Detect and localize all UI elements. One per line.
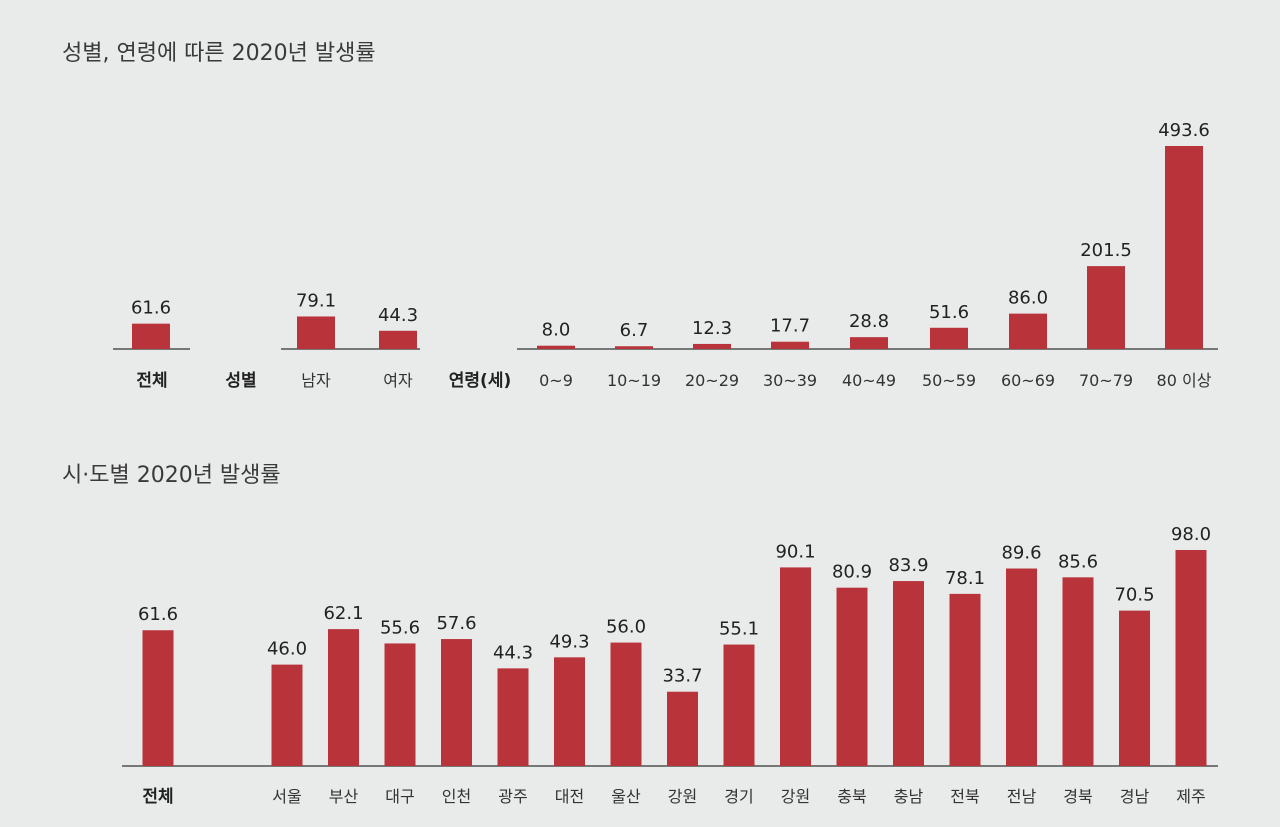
chart1-value-label-age-5: 51.6 — [929, 302, 969, 323]
chart2-bar-1 — [328, 629, 359, 766]
chart1-bar-age-7 — [1087, 266, 1125, 349]
chart2-value-label-2: 55.6 — [380, 617, 420, 638]
chart1-category-label-sex-0: 남자 — [301, 371, 331, 390]
chart2-category-label-14: 경북 — [1063, 787, 1092, 806]
chart1-bar-age-3 — [771, 341, 809, 349]
chart1-bar-age-6 — [1009, 313, 1047, 349]
chart1-value-label-age-0: 8.0 — [542, 320, 571, 341]
chart1-bar-age-8 — [1165, 146, 1203, 349]
chart2-bar-5 — [554, 657, 585, 766]
chart2-category-label-7: 강원 — [668, 787, 697, 806]
chart1-bar-age-2 — [693, 343, 731, 349]
chart1-total-label: 전체 — [136, 371, 167, 391]
chart1-bar-sex-0 — [297, 316, 335, 349]
chart1-category-label-age-1: 10~19 — [607, 371, 661, 390]
chart1-bar-age-1 — [615, 346, 653, 349]
chart1-value-label-age-3: 17.7 — [770, 316, 810, 337]
chart2-bar-15 — [1119, 610, 1150, 766]
chart1-value-label-total: 61.6 — [131, 298, 171, 319]
chart2-category-label-8: 경기 — [724, 787, 753, 806]
chart1-value-label-age-8: 493.6 — [1158, 120, 1210, 141]
chart2-bar-10 — [836, 587, 868, 766]
chart1-value-label-age-1: 6.7 — [620, 320, 649, 341]
chart1-value-label-age-2: 12.3 — [692, 318, 732, 339]
chart2-category-label-10: 충북 — [837, 787, 866, 806]
chart2-value-label-6: 56.0 — [606, 617, 646, 638]
chart1-category-label-age-4: 40~49 — [842, 371, 896, 390]
chart2-bar-3 — [441, 639, 472, 766]
chart2-bar-11 — [893, 581, 924, 766]
chart2-category-label-16: 제주 — [1176, 787, 1205, 806]
chart-marks: 61.6 79.1 남자 44.3 여자 8.0 0~9 6.7 10~19 12.3 20~29 1… — [113, 120, 1218, 806]
chart1-sex-group-label: 성별 — [225, 371, 256, 391]
chart2-value-label-10: 80.9 — [832, 562, 872, 583]
chart2-value-label-1: 62.1 — [323, 603, 363, 624]
chart1-value-label-age-4: 28.8 — [849, 311, 889, 332]
chart2-value-label-total: 61.6 — [138, 604, 178, 625]
chart1-value-label-age-7: 201.5 — [1080, 240, 1132, 261]
chart2-value-label-11: 83.9 — [888, 555, 928, 576]
chart1-age-group-label: 연령(세) — [449, 370, 511, 391]
chart1-category-label-age-5: 50~59 — [922, 371, 976, 390]
chart2-value-label-15: 70.5 — [1114, 585, 1154, 606]
chart2-value-label-0: 46.0 — [267, 639, 307, 660]
chart2-bar-2 — [384, 643, 416, 766]
chart2-category-label-0: 서울 — [272, 787, 301, 806]
chart1-title: 성별, 연령에 따른 2020년 발생률 — [62, 41, 376, 66]
chart2-bar-6 — [610, 642, 642, 766]
chart2-bar-16 — [1175, 550, 1207, 766]
chart2-value-label-9: 90.1 — [775, 541, 815, 562]
chart1-category-label-age-8: 80 이상 — [1157, 371, 1212, 390]
chart2-bar-9 — [780, 567, 811, 766]
chart2-value-label-5: 49.3 — [549, 631, 589, 652]
chart2-bar-4 — [497, 668, 529, 766]
chart1-value-label-sex-0: 79.1 — [296, 290, 336, 311]
chart2-value-label-7: 33.7 — [662, 666, 702, 687]
chart1-bar-age-5 — [930, 327, 968, 349]
chart2-category-label-2: 대구 — [385, 787, 414, 806]
chart2-bar-total — [142, 630, 174, 766]
chart2-category-label-15: 경남 — [1120, 787, 1150, 806]
chart2-value-label-13: 89.6 — [1001, 543, 1041, 564]
chart2-bar-12 — [949, 593, 981, 766]
chart2-value-label-12: 78.1 — [945, 568, 985, 589]
chart2-bar-13 — [1006, 568, 1037, 766]
chart1-bar-age-4 — [850, 337, 888, 349]
chart1-category-label-age-0: 0~9 — [539, 371, 573, 390]
chart2-bar-7 — [667, 691, 698, 766]
chart2-category-label-1: 부산 — [329, 787, 359, 806]
chart2-bar-14 — [1062, 577, 1094, 766]
chart1-category-label-age-6: 60~69 — [1001, 371, 1055, 390]
chart1-category-label-age-2: 20~29 — [685, 371, 739, 390]
chart2-category-label-3: 인천 — [442, 787, 471, 806]
chart2-bar-8 — [723, 644, 755, 766]
chart2-category-label-11: 충남 — [894, 787, 924, 806]
chart2-bar-0 — [271, 664, 303, 766]
chart1-value-label-age-6: 86.0 — [1008, 288, 1048, 309]
chart2-total-label: 전체 — [142, 787, 173, 807]
chart1-category-label-sex-1: 여자 — [383, 371, 413, 390]
chart2-title: 시·도별 2020년 발생률 — [62, 463, 281, 488]
chart2-category-label-13: 전남 — [1007, 787, 1037, 806]
chart1-category-label-age-7: 70~79 — [1079, 371, 1133, 390]
chart2-value-label-3: 57.6 — [436, 613, 476, 634]
chart2-category-label-5: 대전 — [555, 787, 584, 806]
chart2-value-label-16: 98.0 — [1171, 524, 1211, 545]
chart2-category-label-4: 광주 — [498, 787, 527, 806]
chart1-bar-sex-1 — [379, 330, 417, 349]
chart1-category-label-age-3: 30~39 — [763, 371, 817, 390]
chart2-category-label-6: 울산 — [611, 787, 641, 806]
chart2-category-label-9: 강원 — [781, 787, 810, 806]
chart1-value-label-sex-1: 44.3 — [378, 305, 418, 326]
chart1-bar-age-0 — [537, 345, 575, 349]
chart1-bar-total — [132, 323, 170, 349]
chart2-value-label-14: 85.6 — [1058, 551, 1098, 572]
chart2-value-label-4: 44.3 — [493, 642, 533, 663]
chart2-category-label-12: 전북 — [950, 787, 979, 806]
chart2-value-label-8: 55.1 — [719, 619, 759, 640]
